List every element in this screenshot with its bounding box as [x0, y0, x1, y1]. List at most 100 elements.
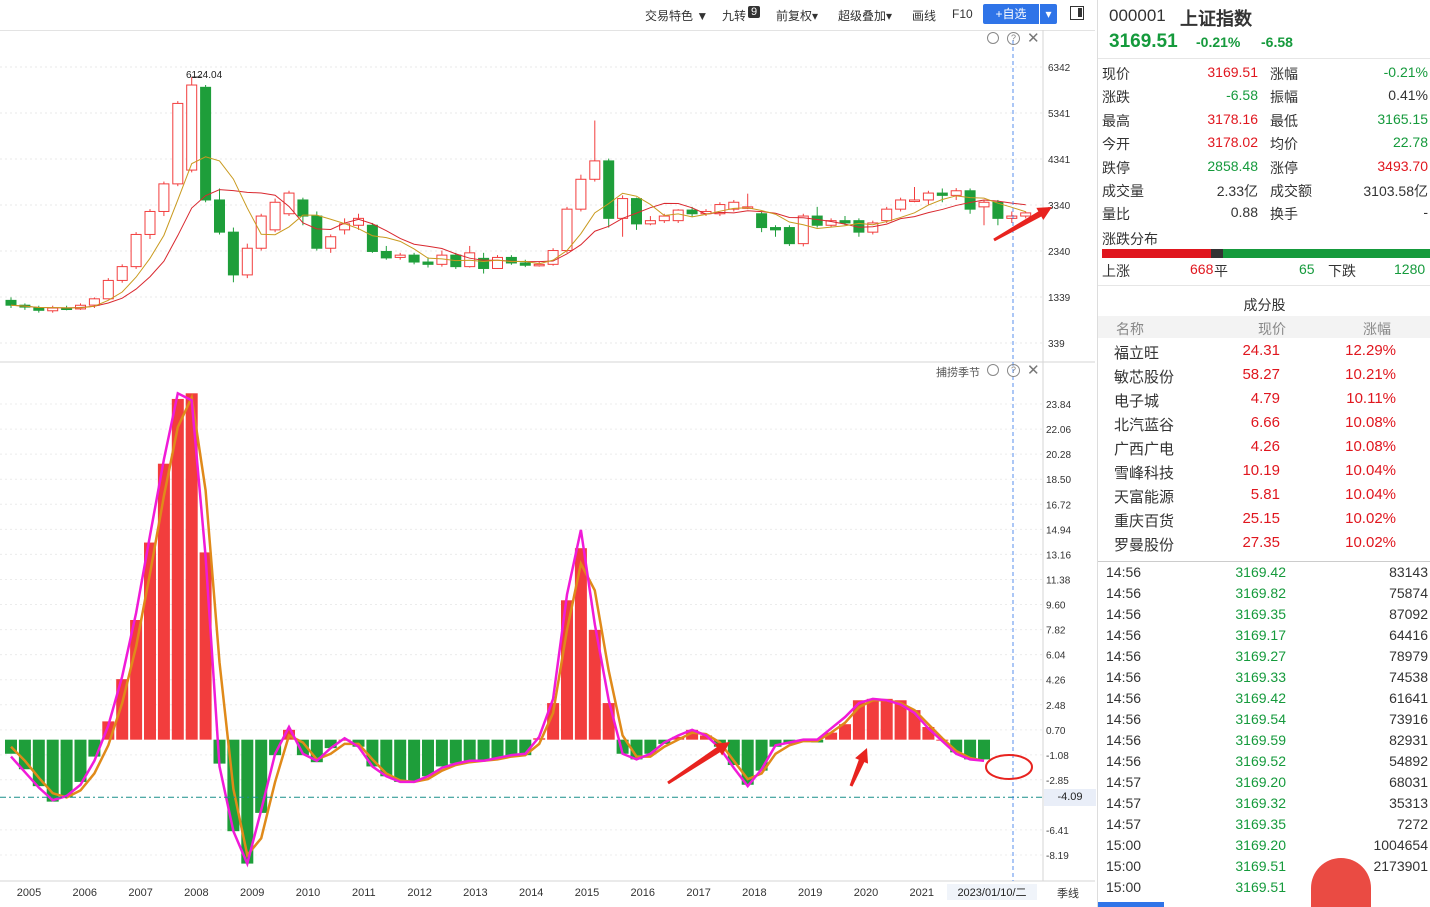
candle-body [353, 217, 364, 226]
candle-body [172, 102, 184, 185]
y-tick-label: -1.08 [1046, 751, 1069, 762]
stock-price: 4.79 [1250, 390, 1280, 407]
tick-row: 15:00 3169.51 [1098, 879, 1430, 900]
quote-field-row: 涨跌 -6.58 振幅 0.41% [1098, 87, 1430, 108]
histogram-bar [491, 739, 504, 758]
histogram-bar [338, 739, 351, 741]
candle-body [992, 201, 1004, 219]
x-tick-label: 2012 [407, 887, 431, 899]
help-icon[interactable]: ? [1007, 364, 1020, 377]
candle-body [102, 279, 114, 300]
histogram-bar [672, 736, 685, 740]
candle-body [144, 210, 156, 235]
up-label: 上涨 [1102, 263, 1130, 279]
field-value: - [1423, 204, 1428, 221]
y-tick-label: 2.48 [1046, 701, 1066, 712]
tick-time: 14:56 [1106, 648, 1142, 664]
histogram-bar [477, 739, 490, 761]
stock-name: 北汽蓝谷 [1114, 417, 1175, 434]
tick-price: 3169.42 [1235, 564, 1286, 580]
tick-row: 14:56 3169.82 75874 [1098, 585, 1430, 606]
constituent-row[interactable]: 雪峰科技 10.19 10.04% [1098, 462, 1430, 483]
histogram-bar [241, 739, 254, 864]
nine-turn-menu[interactable]: 九转 [722, 9, 747, 23]
constituent-row[interactable]: 福立旺 24.31 12.29% [1098, 342, 1430, 363]
stock-price: 25.15 [1242, 510, 1280, 527]
stock-name: 广西广电 [1114, 441, 1175, 458]
col-price[interactable]: 现价 [1258, 321, 1286, 337]
y-tick-label: 18.50 [1046, 475, 1071, 486]
candle-body [158, 183, 170, 212]
col-name[interactable]: 名称 [1116, 321, 1144, 337]
y-tick-label: 16.72 [1046, 500, 1071, 511]
histogram-bar [978, 739, 990, 760]
indicator-lines [0, 40, 1043, 881]
tick-row: 14:56 3169.35 87092 [1098, 606, 1430, 627]
histogram-bar [839, 724, 851, 740]
help-icon[interactable]: ? [1007, 32, 1020, 45]
histogram-bar [199, 552, 212, 740]
constituent-row[interactable]: 广西广电 4.26 10.08% [1098, 438, 1430, 459]
quote-field-row: 现价 3169.51 涨幅 -0.21% [1098, 64, 1430, 85]
field-label: 量比 [1102, 206, 1130, 223]
trade-feature-menu[interactable]: 交易特色 ▼ [645, 9, 709, 23]
candle-body [964, 190, 976, 210]
y-tick-label: 7.82 [1046, 626, 1066, 637]
field-value: 0.41% [1388, 87, 1428, 104]
stock-pct: 10.04% [1345, 462, 1396, 479]
candle-body [492, 256, 503, 269]
stock-pct: 10.21% [1345, 366, 1396, 383]
y-tick-label: 23.84 [1046, 400, 1071, 411]
toggle-sidebar-icon[interactable] [1070, 6, 1084, 20]
candle-body [575, 178, 587, 210]
close-icon[interactable]: ✕ [1027, 362, 1040, 379]
kline-chart-area[interactable]: 6342 5341 4341 3340 2340 1339 339 23.84 22.06 20.… [0, 0, 1095, 907]
col-pct[interactable]: 涨幅 [1363, 321, 1391, 337]
field-label: 换手 [1270, 206, 1298, 223]
candle-body [922, 192, 934, 201]
candle-body [936, 192, 948, 196]
constituent-row[interactable]: 电子城 4.79 10.11% [1098, 390, 1430, 411]
histogram-bar [449, 739, 462, 764]
constituent-row[interactable]: 敏芯股份 58.27 10.21% [1098, 366, 1430, 387]
stock-pct: 10.08% [1345, 438, 1396, 455]
add-watchlist-dropdown[interactable]: ▾ [1040, 4, 1057, 24]
tick-time: 15:00 [1106, 858, 1142, 874]
y-tick-label: 14.94 [1046, 525, 1071, 536]
stock-pct: 10.02% [1345, 510, 1396, 527]
adjust-menu[interactable]: 前复权▾ [776, 9, 819, 23]
settings-icon[interactable] [987, 364, 999, 376]
field-label: 成交额 [1270, 183, 1312, 199]
candle-body [311, 215, 323, 249]
settings-icon[interactable] [987, 32, 999, 44]
constituent-row[interactable]: 北汽蓝谷 6.66 10.08% [1098, 414, 1430, 435]
close-icon[interactable]: ✕ [1027, 30, 1040, 47]
y-tick-label: 11.38 [1046, 575, 1071, 586]
candle-body [214, 199, 225, 233]
tick-price: 3169.51 [1235, 879, 1286, 895]
quote-field-row: 今开 3178.02 均价 22.78 [1098, 134, 1430, 155]
constituent-row[interactable]: 天富能源 5.81 10.04% [1098, 486, 1430, 507]
field-label: 跌停 [1102, 159, 1130, 176]
field-value: 3493.70 [1377, 157, 1428, 174]
constituent-row[interactable]: 罗曼股份 27.35 10.02% [1098, 534, 1430, 555]
f10-button[interactable]: F10 [952, 7, 973, 21]
period-label[interactable]: 季线 [1057, 888, 1079, 900]
candle-body [644, 220, 656, 225]
histogram-bar [422, 739, 434, 777]
field-value: 3169.51 [1207, 64, 1258, 80]
tick-row: 15:00 3169.51 2173901 [1098, 858, 1430, 879]
tick-price: 3169.33 [1235, 669, 1286, 685]
overlay-menu[interactable]: 超级叠加▾ [838, 9, 893, 23]
stock-name: 重庆百货 [1114, 513, 1175, 530]
stock-name: 天富能源 [1114, 489, 1175, 506]
histogram-bar [825, 732, 838, 740]
flat-count: 65 [1299, 261, 1315, 277]
draw-line-button[interactable]: 画线 [912, 9, 937, 23]
x-tick-label: 2019 [798, 887, 822, 899]
add-watchlist-button[interactable]: +自选 [983, 4, 1039, 24]
constituent-row[interactable]: 重庆百货 25.15 10.02% [1098, 510, 1430, 531]
field-value: -6.58 [1226, 87, 1258, 104]
field-label: 最高 [1102, 112, 1130, 129]
tick-volume: 35313 [1389, 795, 1428, 811]
